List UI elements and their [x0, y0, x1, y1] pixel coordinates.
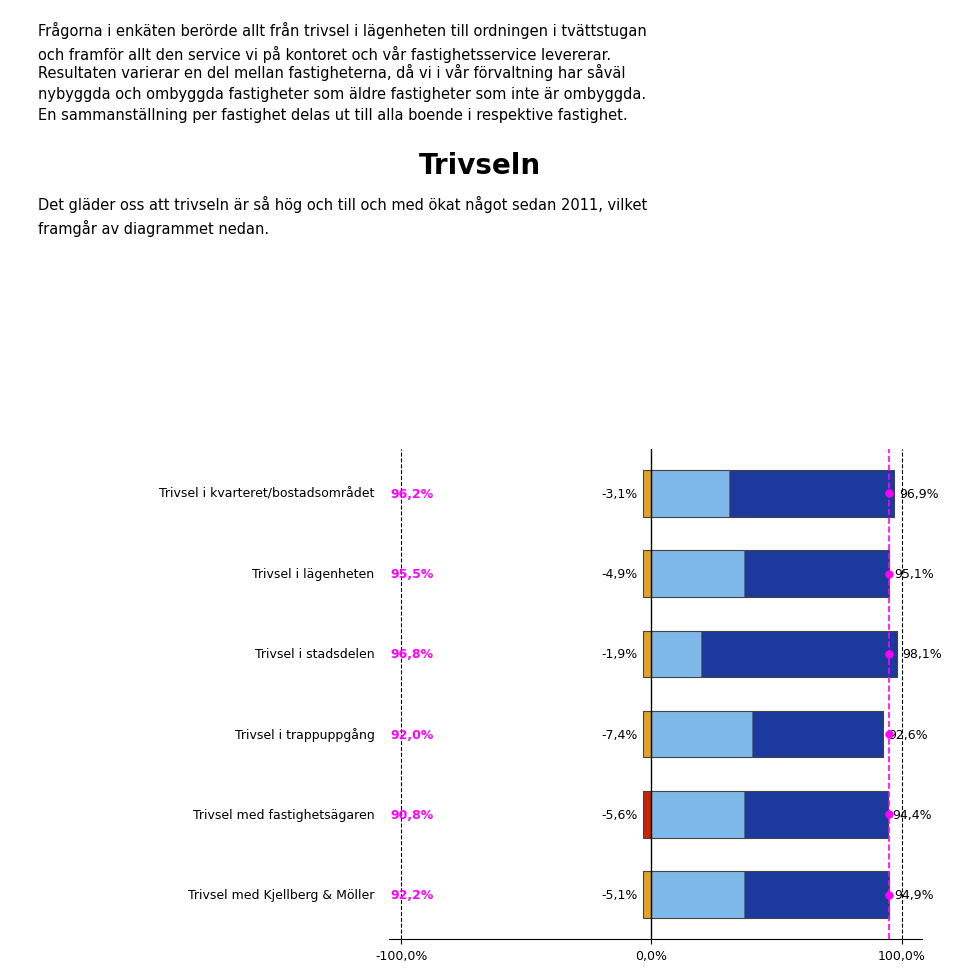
- Bar: [652, 551, 744, 598]
- Text: 90,8%: 90,8%: [391, 808, 434, 822]
- Text: -5,1%: -5,1%: [601, 888, 637, 902]
- Bar: [642, 551, 652, 598]
- Bar: [642, 791, 652, 838]
- Text: 94,9%: 94,9%: [894, 888, 933, 902]
- Text: Det gläder oss att trivseln är så hög och till och med ökat något sedan 2011, vi: Det gläder oss att trivseln är så hög oc…: [38, 196, 648, 237]
- Text: -5,6%: -5,6%: [601, 808, 637, 822]
- Bar: [744, 871, 889, 918]
- Text: -7,4%: -7,4%: [601, 728, 637, 741]
- Bar: [642, 470, 652, 517]
- Text: Trivsel i trappuppgång: Trivsel i trappuppgång: [234, 728, 374, 741]
- Text: 96,9%: 96,9%: [899, 487, 939, 501]
- Bar: [744, 791, 888, 838]
- Text: 92,6%: 92,6%: [888, 728, 927, 741]
- Bar: [752, 711, 883, 758]
- Text: 96,2%: 96,2%: [391, 487, 434, 501]
- Text: 95,5%: 95,5%: [391, 567, 434, 581]
- Text: 92,0%: 92,0%: [391, 728, 434, 741]
- Text: 92,2%: 92,2%: [391, 888, 434, 902]
- Bar: [642, 871, 652, 918]
- Text: Trivseln: Trivseln: [419, 152, 541, 180]
- Bar: [652, 711, 752, 758]
- Text: 95,1%: 95,1%: [895, 567, 934, 581]
- Bar: [652, 631, 702, 678]
- Bar: [729, 470, 894, 517]
- Text: Trivsel i kvarteret/bostadsområdet: Trivsel i kvarteret/bostadsområdet: [159, 487, 374, 501]
- Text: 98,1%: 98,1%: [901, 647, 942, 661]
- Text: 96,8%: 96,8%: [391, 647, 434, 661]
- Bar: [642, 631, 652, 678]
- Bar: [652, 470, 729, 517]
- Bar: [642, 711, 652, 758]
- Text: Trivsel i lägenheten: Trivsel i lägenheten: [252, 567, 374, 581]
- Text: Frågorna i enkäten berörde allt från trivsel i lägenheten till ordningen i tvätt: Frågorna i enkäten berörde allt från tri…: [38, 22, 647, 63]
- Text: Resultaten varierar en del mellan fastigheterna, då vi i vår förvaltning har såv: Resultaten varierar en del mellan fastig…: [38, 64, 646, 122]
- Text: -1,9%: -1,9%: [602, 647, 637, 661]
- Text: Trivsel med fastighetsägaren: Trivsel med fastighetsägaren: [193, 808, 374, 822]
- Text: Trivsel i stadsdelen: Trivsel i stadsdelen: [254, 647, 374, 661]
- Bar: [702, 631, 897, 678]
- Bar: [652, 791, 744, 838]
- Bar: [744, 551, 889, 598]
- Bar: [652, 871, 744, 918]
- Text: 94,4%: 94,4%: [893, 808, 932, 822]
- Text: -3,1%: -3,1%: [602, 487, 637, 501]
- Text: -4,9%: -4,9%: [602, 567, 637, 581]
- Text: Trivsel med Kjellberg & Möller: Trivsel med Kjellberg & Möller: [188, 888, 374, 902]
